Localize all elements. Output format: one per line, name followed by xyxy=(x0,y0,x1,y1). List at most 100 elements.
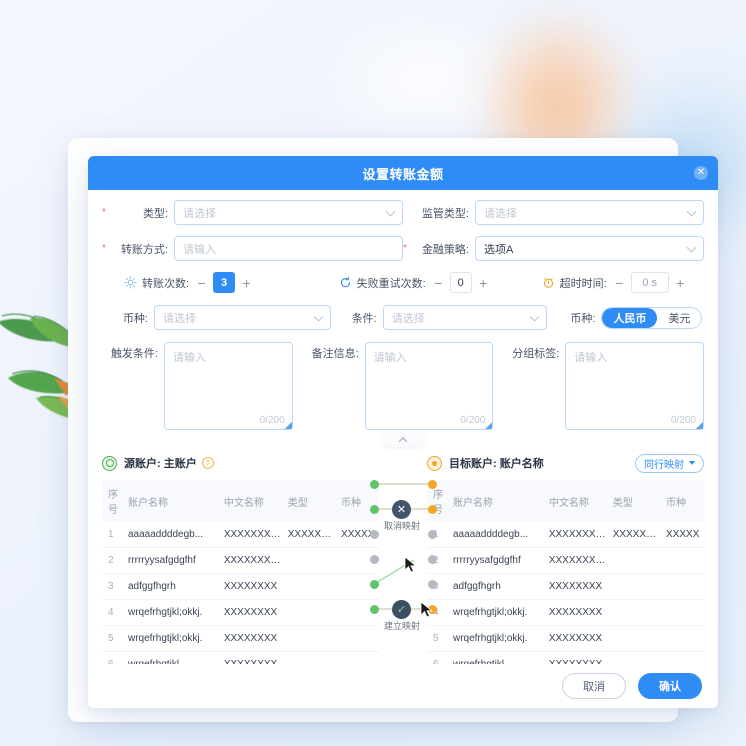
group-tag-textarea[interactable]: 请输入 0/200 xyxy=(565,342,704,430)
table-row[interactable]: 3 adfggfhgrh XXXXXXXX xyxy=(427,573,704,600)
transfer-method-input[interactable]: 请输入 xyxy=(174,236,403,261)
source-row-type xyxy=(285,599,340,626)
currency-toggle-group[interactable]: 人民币 美元 xyxy=(601,306,703,329)
target-row-currency xyxy=(664,625,704,652)
check-circle-icon: ✓ xyxy=(396,604,407,616)
source-row-index: 4 xyxy=(102,599,126,626)
currency-placeholder: 请选择 xyxy=(163,312,196,325)
peer-mapping-dropdown[interactable]: 同行映射 xyxy=(635,453,704,473)
table-row[interactable]: 4 wrqefrhgtjkl;okkj. XXXXXXXX xyxy=(427,599,704,626)
source-row-currency xyxy=(339,573,379,600)
remark-placeholder: 请输入 xyxy=(373,352,407,364)
sun-icon xyxy=(124,276,137,289)
table-row[interactable]: 2 rrrrryysafgdgfhf XXXXXXXXX xyxy=(427,547,704,574)
remark-textarea[interactable]: 请输入 0/200 xyxy=(364,342,494,430)
field-remark: 备注信息: 请输入 0/200 xyxy=(303,342,504,430)
target-account-panel: 目标账户: 账户名称 同行映射 序号 账户名称 中文名称 类型 币种 xyxy=(427,452,704,678)
cancel-mapping-button[interactable]: ✕ xyxy=(392,500,411,519)
field-currency-toggle: 币种: 人民币 美元 xyxy=(547,306,704,329)
target-row-cn-name: XXXXXXXX xyxy=(546,625,611,652)
collapse-toggle-button[interactable] xyxy=(381,433,425,447)
source-row-cn-name: XXXXXXXX xyxy=(221,599,286,626)
type-placeholder: 请选择 xyxy=(183,207,216,220)
resize-grip-icon[interactable] xyxy=(695,422,703,429)
target-row-cn-name: XXXXXXXXX xyxy=(546,522,611,548)
source-row-type: XXXXXXXXX xyxy=(285,522,340,548)
stepper-plus-transfer-count[interactable]: + xyxy=(242,274,251,291)
source-row-cn-name: XXXXXXXXX xyxy=(221,547,286,574)
regulatory-type-select[interactable]: 请选择 xyxy=(475,200,704,225)
finance-strategy-value: 选项A xyxy=(484,243,514,256)
required-mark: * xyxy=(102,207,106,218)
source-row-currency xyxy=(339,625,379,652)
table-row[interactable]: 4 wrqefrhgtjkl;okkj. XXXXXXXX xyxy=(102,599,379,626)
target-col-type: 类型 xyxy=(610,480,665,522)
currency-select[interactable]: 请选择 xyxy=(154,305,331,330)
field-label-condition: 条件: xyxy=(351,312,377,325)
resize-grip-icon[interactable] xyxy=(284,422,292,429)
source-row-account: aaaaaddddegb... xyxy=(125,522,222,548)
cancel-button[interactable]: 取消 xyxy=(562,673,626,699)
stepper-label-timeout: 超时时间: xyxy=(559,277,607,290)
stepper-plus-timeout[interactable]: + xyxy=(676,274,685,291)
stepper-value-timeout[interactable]: 0 s xyxy=(630,272,669,293)
finance-strategy-select[interactable]: 选项A xyxy=(475,236,704,261)
table-row[interactable]: 3 adfggfhgrh XXXXXXXX xyxy=(102,573,379,600)
source-row-cn-name: XXXXXXXX xyxy=(221,573,286,600)
stepper-value-retry-count[interactable]: 0 xyxy=(449,272,472,293)
close-icon[interactable]: ✕ xyxy=(694,166,708,180)
resize-grip-icon[interactable] xyxy=(485,422,493,429)
field-group-tag: 分组标签: 请输入 0/200 xyxy=(503,342,704,430)
stepper-plus-retry-count[interactable]: + xyxy=(479,274,488,291)
type-select[interactable]: 请选择 xyxy=(174,200,403,225)
field-label-currency-toggle: 币种: xyxy=(570,312,596,325)
question-icon[interactable]: ? xyxy=(201,457,214,469)
currency-toggle-option-usd[interactable]: 美元 xyxy=(668,312,691,325)
source-col-currency: 币种 xyxy=(339,480,379,522)
table-row[interactable]: 5 wrqefrhgtjkl;okkj. XXXXXXXX xyxy=(102,625,379,652)
target-account-title: 目标账户: 账户名称 xyxy=(449,458,544,470)
source-row-type xyxy=(285,625,340,652)
chevron-down-icon xyxy=(313,311,324,322)
source-row-currency: XXXXX xyxy=(339,522,379,548)
create-mapping-button[interactable]: ✓ xyxy=(392,600,411,619)
source-row-index: 3 xyxy=(102,573,126,600)
stepper-minus-timeout[interactable]: − xyxy=(615,274,624,291)
group-tag-placeholder: 请输入 xyxy=(574,352,608,364)
stepper-value-transfer-count[interactable]: 3 xyxy=(213,272,236,293)
chevron-up-icon xyxy=(398,437,408,446)
modal-title: 设置转账金额 xyxy=(362,166,444,182)
source-account-header: 源账户: 主账户 ? xyxy=(102,452,379,474)
trigger-condition-placeholder: 请输入 xyxy=(173,352,206,364)
source-row-index: 5 xyxy=(102,625,126,652)
source-row-account: wrqefrhgtjkl;okkj. xyxy=(125,599,222,626)
condition-select[interactable]: 请选择 xyxy=(382,305,548,330)
source-account-panel: 源账户: 主账户 ? 序号 账户名称 中文名称 类型 币种 1 aaaaadddd… xyxy=(102,452,379,678)
target-col-account: 账户名称 xyxy=(450,480,547,522)
target-row-index: 3 xyxy=(427,573,451,600)
target-row-account: adfggfhgrh xyxy=(450,573,547,600)
table-row[interactable]: 5 wrqefrhgtjkl;okkj. XXXXXXXX xyxy=(427,625,704,652)
currency-toggle-option-cny[interactable]: 人民币 xyxy=(602,307,658,328)
remark-counter: 0/200 xyxy=(460,415,486,426)
stepper-minus-retry-count[interactable]: − xyxy=(434,274,443,291)
table-row[interactable]: 2 rrrrryysafgdgfhf XXXXXXXXX xyxy=(102,547,379,574)
target-table-body: 1aaaaaddddegb...XXXXXXXXXXXXXXXXXXXXXXX2… xyxy=(427,522,704,678)
target-dot-orange-icon xyxy=(427,455,442,471)
target-header-row: 序号 账户名称 中文名称 类型 币种 xyxy=(427,480,704,522)
target-row-type xyxy=(610,573,665,600)
transfer-method-placeholder: 请输入 xyxy=(183,243,216,256)
confirm-button[interactable]: 确认 xyxy=(638,673,702,699)
target-row-account: aaaaaddddegb... xyxy=(450,522,547,548)
chevron-down-icon xyxy=(686,206,697,217)
source-account-title: 源账户: 主账户 xyxy=(124,458,197,470)
target-col-index: 序号 xyxy=(427,480,451,522)
stepper-minus-transfer-count[interactable]: − xyxy=(197,274,206,291)
trigger-condition-textarea[interactable]: 请输入 0/200 xyxy=(164,342,293,430)
form-row-2: * 转账方式: 请输入 * 金融策略: 选项A xyxy=(102,236,704,261)
target-row-cn-name: XXXXXXXX xyxy=(546,599,611,626)
field-label-transfer-method: 转账方式: xyxy=(120,243,168,256)
stepper-timeout: 超时时间: − 0 s + xyxy=(542,272,704,293)
